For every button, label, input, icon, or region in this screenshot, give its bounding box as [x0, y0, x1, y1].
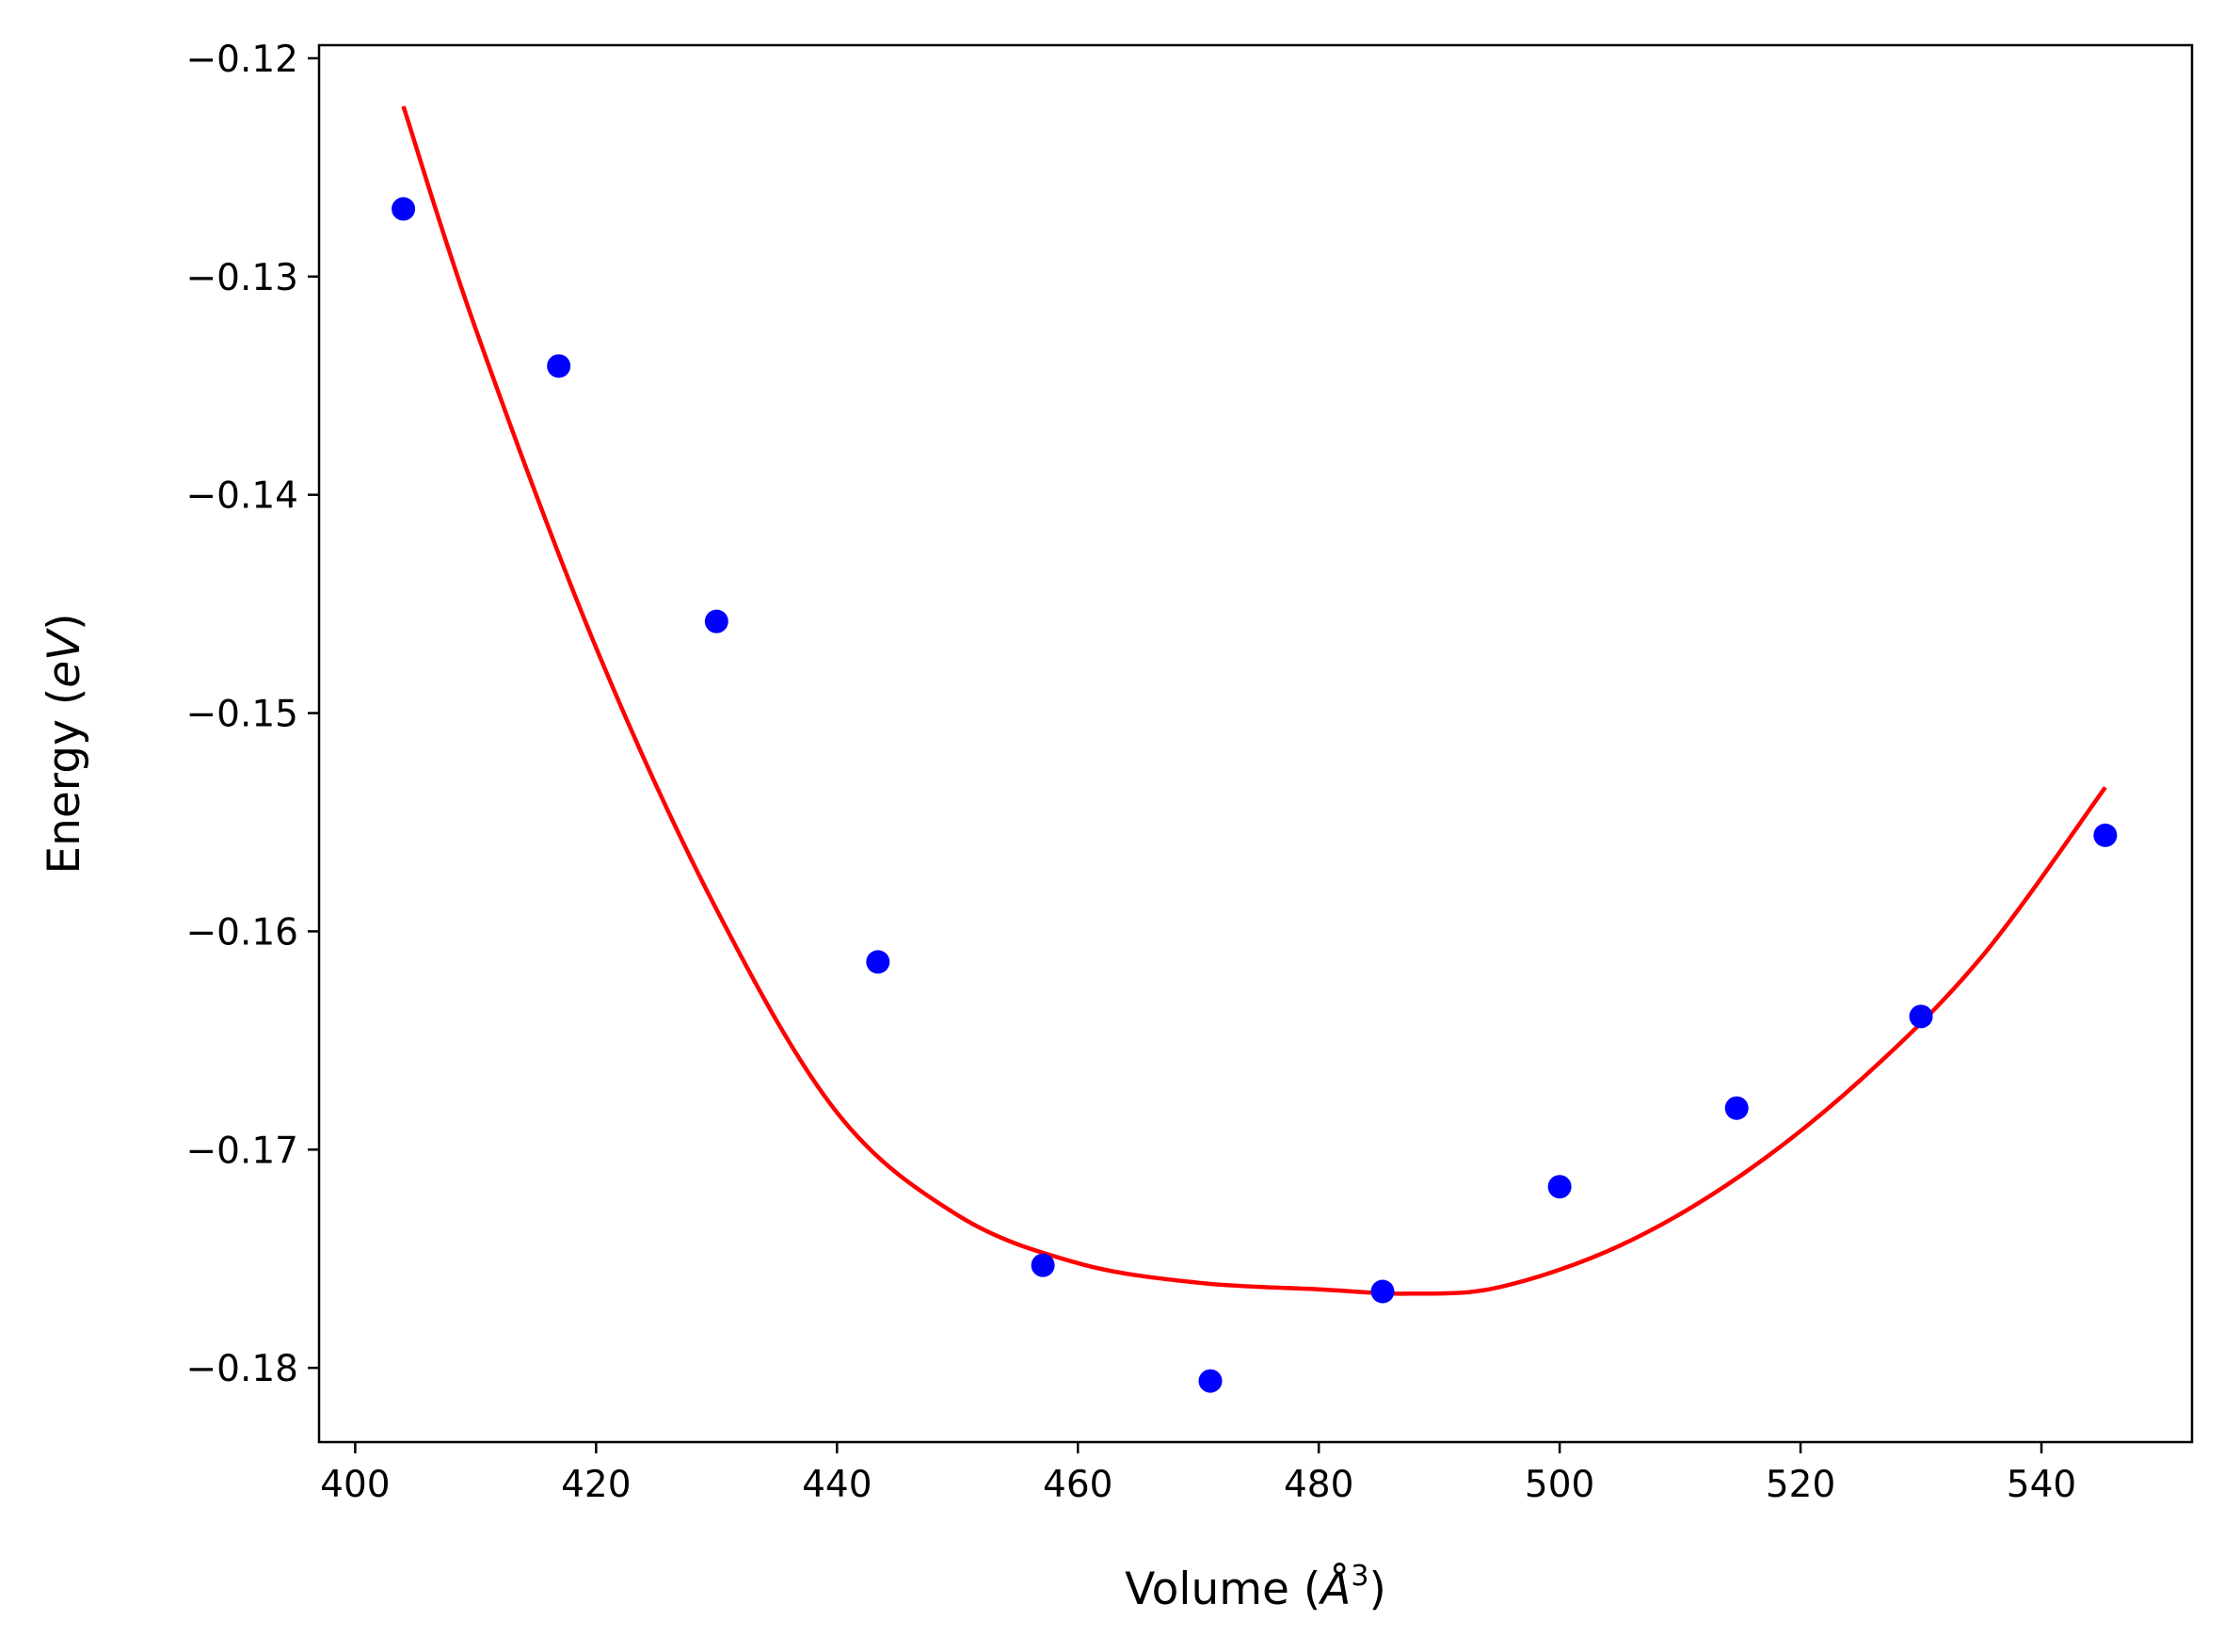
fit-curve — [401, 105, 2107, 1296]
y-tick-label: −0.12 — [185, 39, 298, 81]
data-point — [1547, 1175, 1572, 1199]
y-tick-label: −0.17 — [185, 1130, 298, 1172]
y-axis: −0.12 −0.13 −0.14 −0.15 −0.16 −0.17 −0.18 — [185, 39, 319, 1390]
data-point — [866, 950, 890, 974]
data-point — [1370, 1279, 1395, 1304]
x-tick-label: 440 — [802, 1464, 872, 1506]
y-tick-label: −0.15 — [185, 694, 298, 736]
data-point — [2093, 823, 2118, 847]
x-tick-label: 520 — [1766, 1464, 1835, 1506]
scatter-points-layer — [392, 197, 2118, 1393]
y-tick-label: −0.14 — [185, 475, 298, 518]
y-tick-label: −0.18 — [185, 1348, 298, 1390]
x-axis: 400 420 440 460 480 500 520 540 — [320, 1442, 2076, 1506]
plot-frame — [317, 43, 2194, 1444]
data-point — [1198, 1369, 1223, 1393]
y-tick-label: −0.16 — [185, 911, 298, 954]
x-tick-label: 480 — [1284, 1464, 1353, 1506]
data-point — [1031, 1253, 1055, 1277]
plot-background — [319, 45, 2192, 1442]
data-point — [392, 197, 416, 221]
x-axis-title: Volume (Å3) — [1125, 1560, 1386, 1615]
y-axis-title: Energy (eV) — [39, 613, 90, 874]
x-tick-label: 400 — [320, 1464, 390, 1506]
x-tick-label: 540 — [2007, 1464, 2076, 1506]
x-tick-label: 420 — [561, 1464, 631, 1506]
x-tick-label: 500 — [1525, 1464, 1594, 1506]
y-tick-label: −0.13 — [185, 257, 298, 299]
data-point — [1909, 1004, 1933, 1029]
data-point — [704, 609, 728, 634]
fit-curve-layer — [401, 105, 2107, 1296]
data-point — [1724, 1096, 1749, 1120]
x-tick-label: 460 — [1043, 1464, 1112, 1506]
data-point — [547, 354, 571, 378]
